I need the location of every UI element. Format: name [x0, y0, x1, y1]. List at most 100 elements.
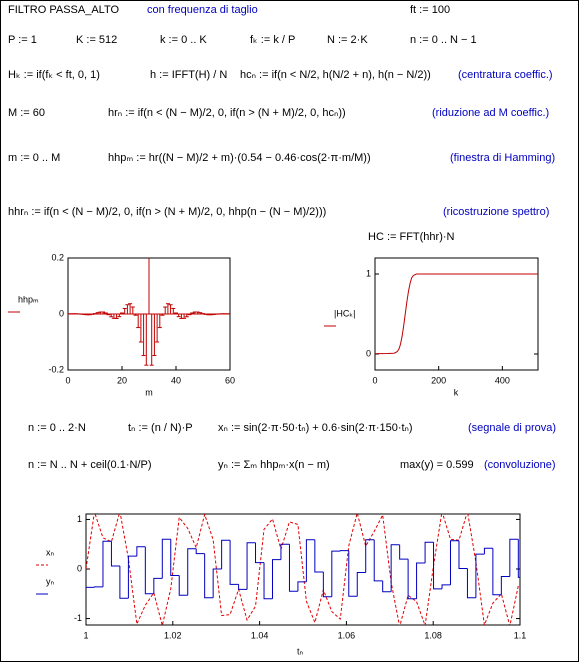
- equation: K := 512: [76, 34, 117, 46]
- x-tick-label: 1.1: [514, 630, 527, 640]
- x-tick-label: 1.06: [338, 630, 356, 640]
- step-segment: [153, 577, 163, 594]
- step-segment: [314, 539, 324, 573]
- title: FILTRO PASSA_ALTO: [8, 4, 119, 16]
- step-segment: [187, 548, 197, 596]
- x-tick-label: 60: [225, 375, 235, 385]
- step-segment: [280, 543, 290, 560]
- y-tick-label: 0: [59, 308, 64, 318]
- subtitle: con frequenza di taglio: [147, 4, 258, 16]
- plot-frame: [374, 257, 539, 371]
- plot-area: [375, 273, 538, 355]
- step-segment: [517, 539, 520, 578]
- x-axis-label: k: [454, 387, 459, 397]
- equation: fₖ := k / P: [250, 34, 295, 46]
- step-segment: [390, 544, 400, 592]
- comment: (segnale di prova): [468, 422, 556, 434]
- step-segment: [509, 538, 519, 577]
- equation: tₙ := (n / N)·P: [128, 422, 193, 434]
- step-segment: [424, 541, 434, 564]
- y-tick-label: 1: [77, 514, 82, 524]
- step-segment: [136, 546, 146, 557]
- comment: (convoluzione): [484, 459, 556, 471]
- step-segment: [305, 539, 315, 582]
- x-tick-label: 0: [372, 375, 377, 385]
- equation: ft := 100: [410, 4, 450, 16]
- step-segment: [331, 550, 341, 597]
- legend-label: |HCₖ|: [334, 308, 356, 318]
- equation: M := 60: [8, 107, 45, 119]
- equation: hhrₙ := if(n < (N − M)/2, 0, if(n > (N +…: [8, 206, 326, 218]
- x-tick-label: 1.04: [251, 630, 269, 640]
- comment: (riduzione ad M coeffic.): [432, 107, 549, 119]
- equation: N := 2·K: [327, 34, 368, 46]
- x-tick-label: 20: [117, 375, 127, 385]
- plot-area: [68, 258, 230, 366]
- y-tick-label: 1: [366, 268, 371, 278]
- x-axis-label: tₙ: [297, 646, 304, 656]
- equation: h := IFFT(H) / N: [150, 69, 227, 81]
- step-segment: [170, 539, 180, 576]
- equation: HC := FFT(hhr)·N: [368, 231, 455, 243]
- y-tick-label: 0: [366, 348, 371, 358]
- chart: 0 1 0 200 400 k |HCₖ|: [324, 257, 539, 397]
- equation: max(y) = 0.599: [400, 459, 474, 471]
- equation: k := 0 .. K: [160, 34, 207, 46]
- x-tick-label: 0: [65, 375, 70, 385]
- step-segment: [246, 542, 256, 590]
- legend-label: yₙ: [46, 576, 55, 586]
- equation: m := 0 .. M: [8, 152, 60, 164]
- chart: -1 0 1 1 1.02 1.04 1.06 1.08 1.1 tₙ xₙ yₙ: [36, 513, 527, 656]
- step-segment: [238, 584, 248, 590]
- equation: n := N .. N + ceil(0.1·N/P): [28, 459, 151, 471]
- x-tick-label: 400: [495, 375, 510, 385]
- step-segment: [416, 562, 426, 599]
- equation: yₙ := Σₘ hhpₘ·x(n − m): [218, 459, 330, 471]
- comment: (centratura coeffic.): [458, 69, 553, 81]
- equation: hcₙ := if(n < N/2, h(N/2 + n), h(n − N/2…: [240, 69, 431, 81]
- step-segment: [382, 580, 392, 593]
- step-segment: [263, 562, 273, 600]
- x-tick-label: 200: [431, 375, 446, 385]
- equation: xₙ := sin(2·π·50·tₙ) + 0.6·sin(2·π·150·t…: [218, 422, 413, 434]
- legend-label: xₙ: [46, 547, 55, 557]
- step-segment: [178, 575, 188, 596]
- comment: (ricostruzione spettro): [443, 206, 549, 218]
- step-segment: [144, 546, 154, 595]
- step-segment: [483, 547, 493, 555]
- comment: (finestra di Hamming): [450, 152, 555, 164]
- equation: P := 1: [8, 34, 37, 46]
- step-segment: [466, 568, 476, 599]
- x-tick-label: 1: [83, 630, 88, 640]
- step-segment: [475, 553, 485, 598]
- step-segment: [127, 555, 137, 599]
- step-segment: [348, 550, 358, 597]
- step-segment: [365, 539, 375, 573]
- x-axis-label: m: [145, 387, 153, 397]
- step-segment: [229, 540, 239, 585]
- step-segment: [271, 559, 281, 599]
- step-segment: [288, 544, 298, 592]
- step-segment: [297, 581, 307, 592]
- step-segment: [255, 542, 265, 564]
- line-series: [86, 514, 519, 625]
- step-segment: [373, 539, 383, 582]
- step-segment: [102, 540, 112, 587]
- step-segment: [161, 538, 171, 579]
- line-series: [375, 273, 538, 355]
- step-segment: [407, 559, 417, 600]
- step-segment: [119, 566, 129, 599]
- y-tick-label: 0: [77, 563, 82, 573]
- step-segment: [399, 544, 409, 560]
- equation: n := 0 .. N − 1: [410, 34, 477, 46]
- step-segment: [204, 553, 214, 599]
- step-segment: [433, 542, 443, 590]
- step-segment: [322, 571, 332, 598]
- step-segment: [500, 575, 510, 595]
- y-tick-label: -0.2: [48, 364, 64, 374]
- equation: hhpₘ := hr((N − M)/2 + m)·(0.54 − 0.46·c…: [108, 152, 371, 164]
- step-segment: [212, 568, 222, 598]
- y-tick-label: -1: [74, 613, 82, 623]
